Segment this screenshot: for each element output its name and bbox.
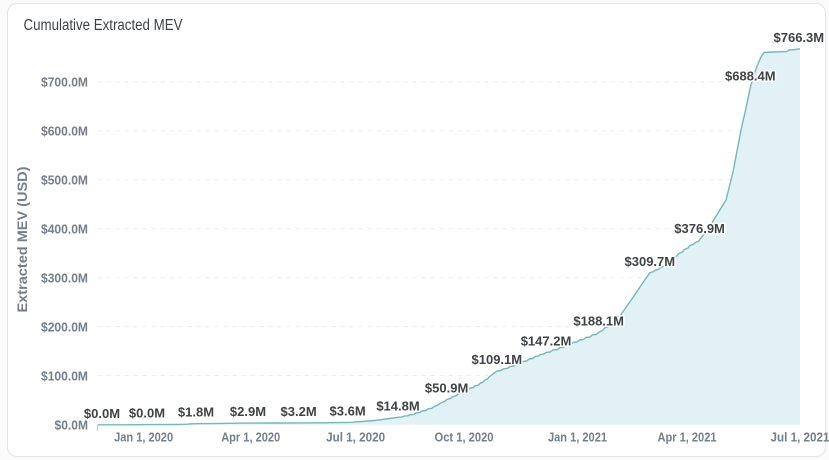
svg-text:Extracted MEV (USD): Extracted MEV (USD): [14, 167, 30, 313]
svg-text:$500.0M: $500.0M: [41, 174, 88, 188]
svg-text:$3.2M: $3.2M: [281, 404, 317, 419]
svg-text:Apr 1, 2020: Apr 1, 2020: [221, 430, 280, 445]
svg-text:$100.0M: $100.0M: [41, 370, 88, 384]
svg-text:$700.0M: $700.0M: [41, 76, 88, 90]
svg-text:Cumulative Extracted MEV: Cumulative Extracted MEV: [24, 17, 184, 34]
svg-text:$688.4M: $688.4M: [725, 68, 776, 83]
svg-text:$400.0M: $400.0M: [41, 223, 88, 237]
svg-text:$2.9M: $2.9M: [230, 404, 266, 419]
svg-text:$1.8M: $1.8M: [178, 405, 214, 420]
svg-text:$14.8M: $14.8M: [376, 398, 419, 413]
svg-text:$300.0M: $300.0M: [41, 272, 88, 286]
svg-text:Jul 1, 2020: Jul 1, 2020: [326, 430, 385, 445]
svg-text:$3.6M: $3.6M: [330, 403, 366, 418]
svg-text:$376.9M: $376.9M: [674, 221, 725, 236]
svg-text:Jan 1, 2020: Jan 1, 2020: [114, 430, 173, 445]
svg-text:Apr 1, 2021: Apr 1, 2021: [658, 430, 717, 445]
svg-text:$188.1M: $188.1M: [573, 313, 624, 328]
svg-text:$147.2M: $147.2M: [521, 333, 572, 348]
svg-text:Jan 1, 2021: Jan 1, 2021: [548, 430, 607, 445]
svg-text:Jul 1, 2021: Jul 1, 2021: [771, 430, 829, 445]
svg-text:$766.3M: $766.3M: [774, 30, 825, 45]
svg-text:$0.0M: $0.0M: [84, 406, 120, 421]
svg-text:$50.9M: $50.9M: [425, 381, 468, 396]
svg-text:$109.1M: $109.1M: [472, 352, 523, 367]
svg-text:$200.0M: $200.0M: [41, 321, 88, 335]
svg-text:$309.7M: $309.7M: [625, 254, 676, 269]
svg-text:$600.0M: $600.0M: [41, 125, 88, 139]
svg-text:$0.0M: $0.0M: [55, 419, 89, 433]
svg-text:$0.0M: $0.0M: [129, 406, 165, 421]
svg-text:Oct 1, 2020: Oct 1, 2020: [435, 430, 494, 445]
